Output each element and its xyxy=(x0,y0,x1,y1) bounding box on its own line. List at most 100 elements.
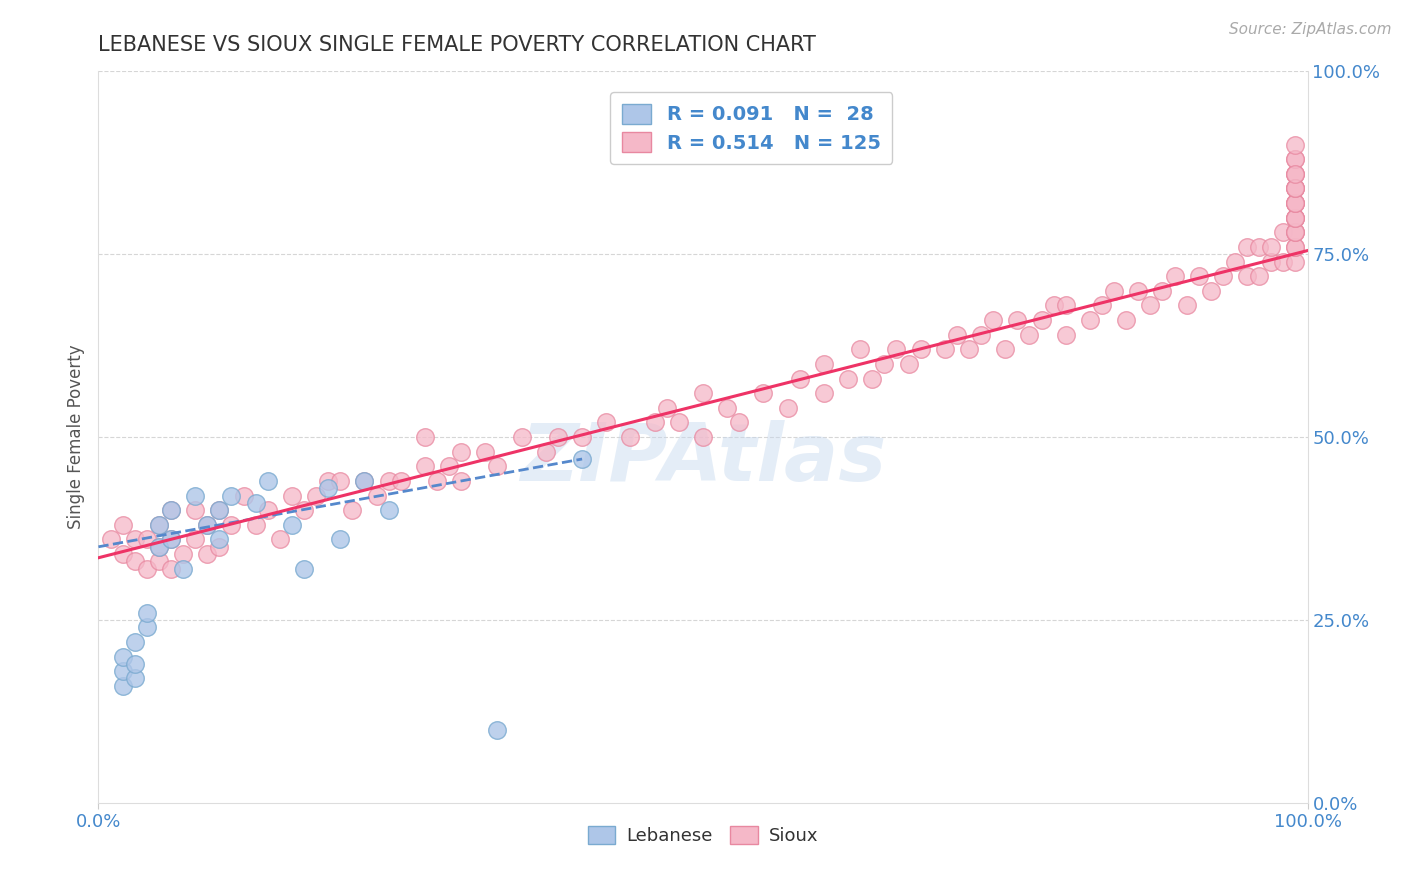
Point xyxy=(1031,313,1053,327)
Point xyxy=(1007,313,1029,327)
Point xyxy=(595,416,617,430)
Point xyxy=(195,547,218,561)
Point xyxy=(813,386,835,401)
Point xyxy=(1078,313,1101,327)
Point xyxy=(981,313,1004,327)
Point xyxy=(281,489,304,503)
Point xyxy=(1284,167,1306,181)
Point xyxy=(292,562,315,576)
Point xyxy=(897,357,920,371)
Point xyxy=(886,343,908,357)
Point xyxy=(1284,167,1306,181)
Point xyxy=(305,489,328,503)
Point xyxy=(208,503,231,517)
Point xyxy=(813,357,835,371)
Point xyxy=(957,343,980,357)
Point xyxy=(160,533,183,547)
Text: Source: ZipAtlas.com: Source: ZipAtlas.com xyxy=(1229,22,1392,37)
Point xyxy=(873,357,896,371)
Point xyxy=(377,474,399,488)
Point xyxy=(413,430,436,444)
Point xyxy=(221,517,243,532)
Point xyxy=(1163,269,1185,284)
Point xyxy=(389,474,412,488)
Point xyxy=(1284,254,1306,268)
Point xyxy=(256,474,278,488)
Point xyxy=(474,444,496,458)
Point xyxy=(655,401,678,415)
Point xyxy=(1284,211,1306,225)
Point xyxy=(232,489,254,503)
Point xyxy=(1236,240,1258,254)
Point xyxy=(910,343,932,357)
Point xyxy=(450,474,472,488)
Point xyxy=(221,489,243,503)
Point xyxy=(1284,152,1306,166)
Point xyxy=(329,533,352,547)
Point xyxy=(1260,254,1282,268)
Point xyxy=(1284,196,1306,211)
Point xyxy=(1260,240,1282,254)
Point xyxy=(329,474,352,488)
Point xyxy=(716,401,738,415)
Point xyxy=(160,503,183,517)
Point xyxy=(269,533,291,547)
Point xyxy=(148,554,170,568)
Point xyxy=(111,664,134,678)
Point xyxy=(668,416,690,430)
Point xyxy=(837,371,859,385)
Point xyxy=(100,533,122,547)
Point xyxy=(1236,269,1258,284)
Point xyxy=(148,540,170,554)
Point xyxy=(160,503,183,517)
Point xyxy=(124,657,146,671)
Point xyxy=(547,430,569,444)
Point xyxy=(1054,327,1077,342)
Point xyxy=(1115,313,1137,327)
Point xyxy=(1284,196,1306,211)
Point xyxy=(1284,181,1306,195)
Point xyxy=(1284,181,1306,195)
Point xyxy=(1284,167,1306,181)
Point xyxy=(342,503,364,517)
Point xyxy=(1249,240,1271,254)
Point xyxy=(135,562,157,576)
Point xyxy=(1175,298,1198,312)
Point xyxy=(160,562,183,576)
Point xyxy=(619,430,641,444)
Point xyxy=(292,503,315,517)
Point xyxy=(692,386,714,401)
Point xyxy=(208,533,231,547)
Point xyxy=(728,416,751,430)
Point xyxy=(970,327,993,342)
Point xyxy=(946,327,969,342)
Point xyxy=(1284,240,1306,254)
Point xyxy=(148,517,170,532)
Point xyxy=(172,562,194,576)
Point xyxy=(124,672,146,686)
Point xyxy=(184,489,207,503)
Point xyxy=(571,452,593,467)
Point xyxy=(1128,284,1150,298)
Point xyxy=(1054,298,1077,312)
Point xyxy=(245,496,267,510)
Point xyxy=(1102,284,1125,298)
Point xyxy=(1139,298,1161,312)
Point xyxy=(1042,298,1064,312)
Point xyxy=(1284,240,1306,254)
Point xyxy=(426,474,449,488)
Point xyxy=(450,444,472,458)
Point xyxy=(135,533,157,547)
Point xyxy=(413,459,436,474)
Legend: Lebanese, Sioux: Lebanese, Sioux xyxy=(581,819,825,852)
Point xyxy=(752,386,775,401)
Point xyxy=(644,416,666,430)
Point xyxy=(1284,225,1306,239)
Point xyxy=(692,430,714,444)
Point xyxy=(571,430,593,444)
Point xyxy=(124,533,146,547)
Point xyxy=(1249,269,1271,284)
Point xyxy=(1272,225,1295,239)
Point xyxy=(1272,254,1295,268)
Point xyxy=(1284,152,1306,166)
